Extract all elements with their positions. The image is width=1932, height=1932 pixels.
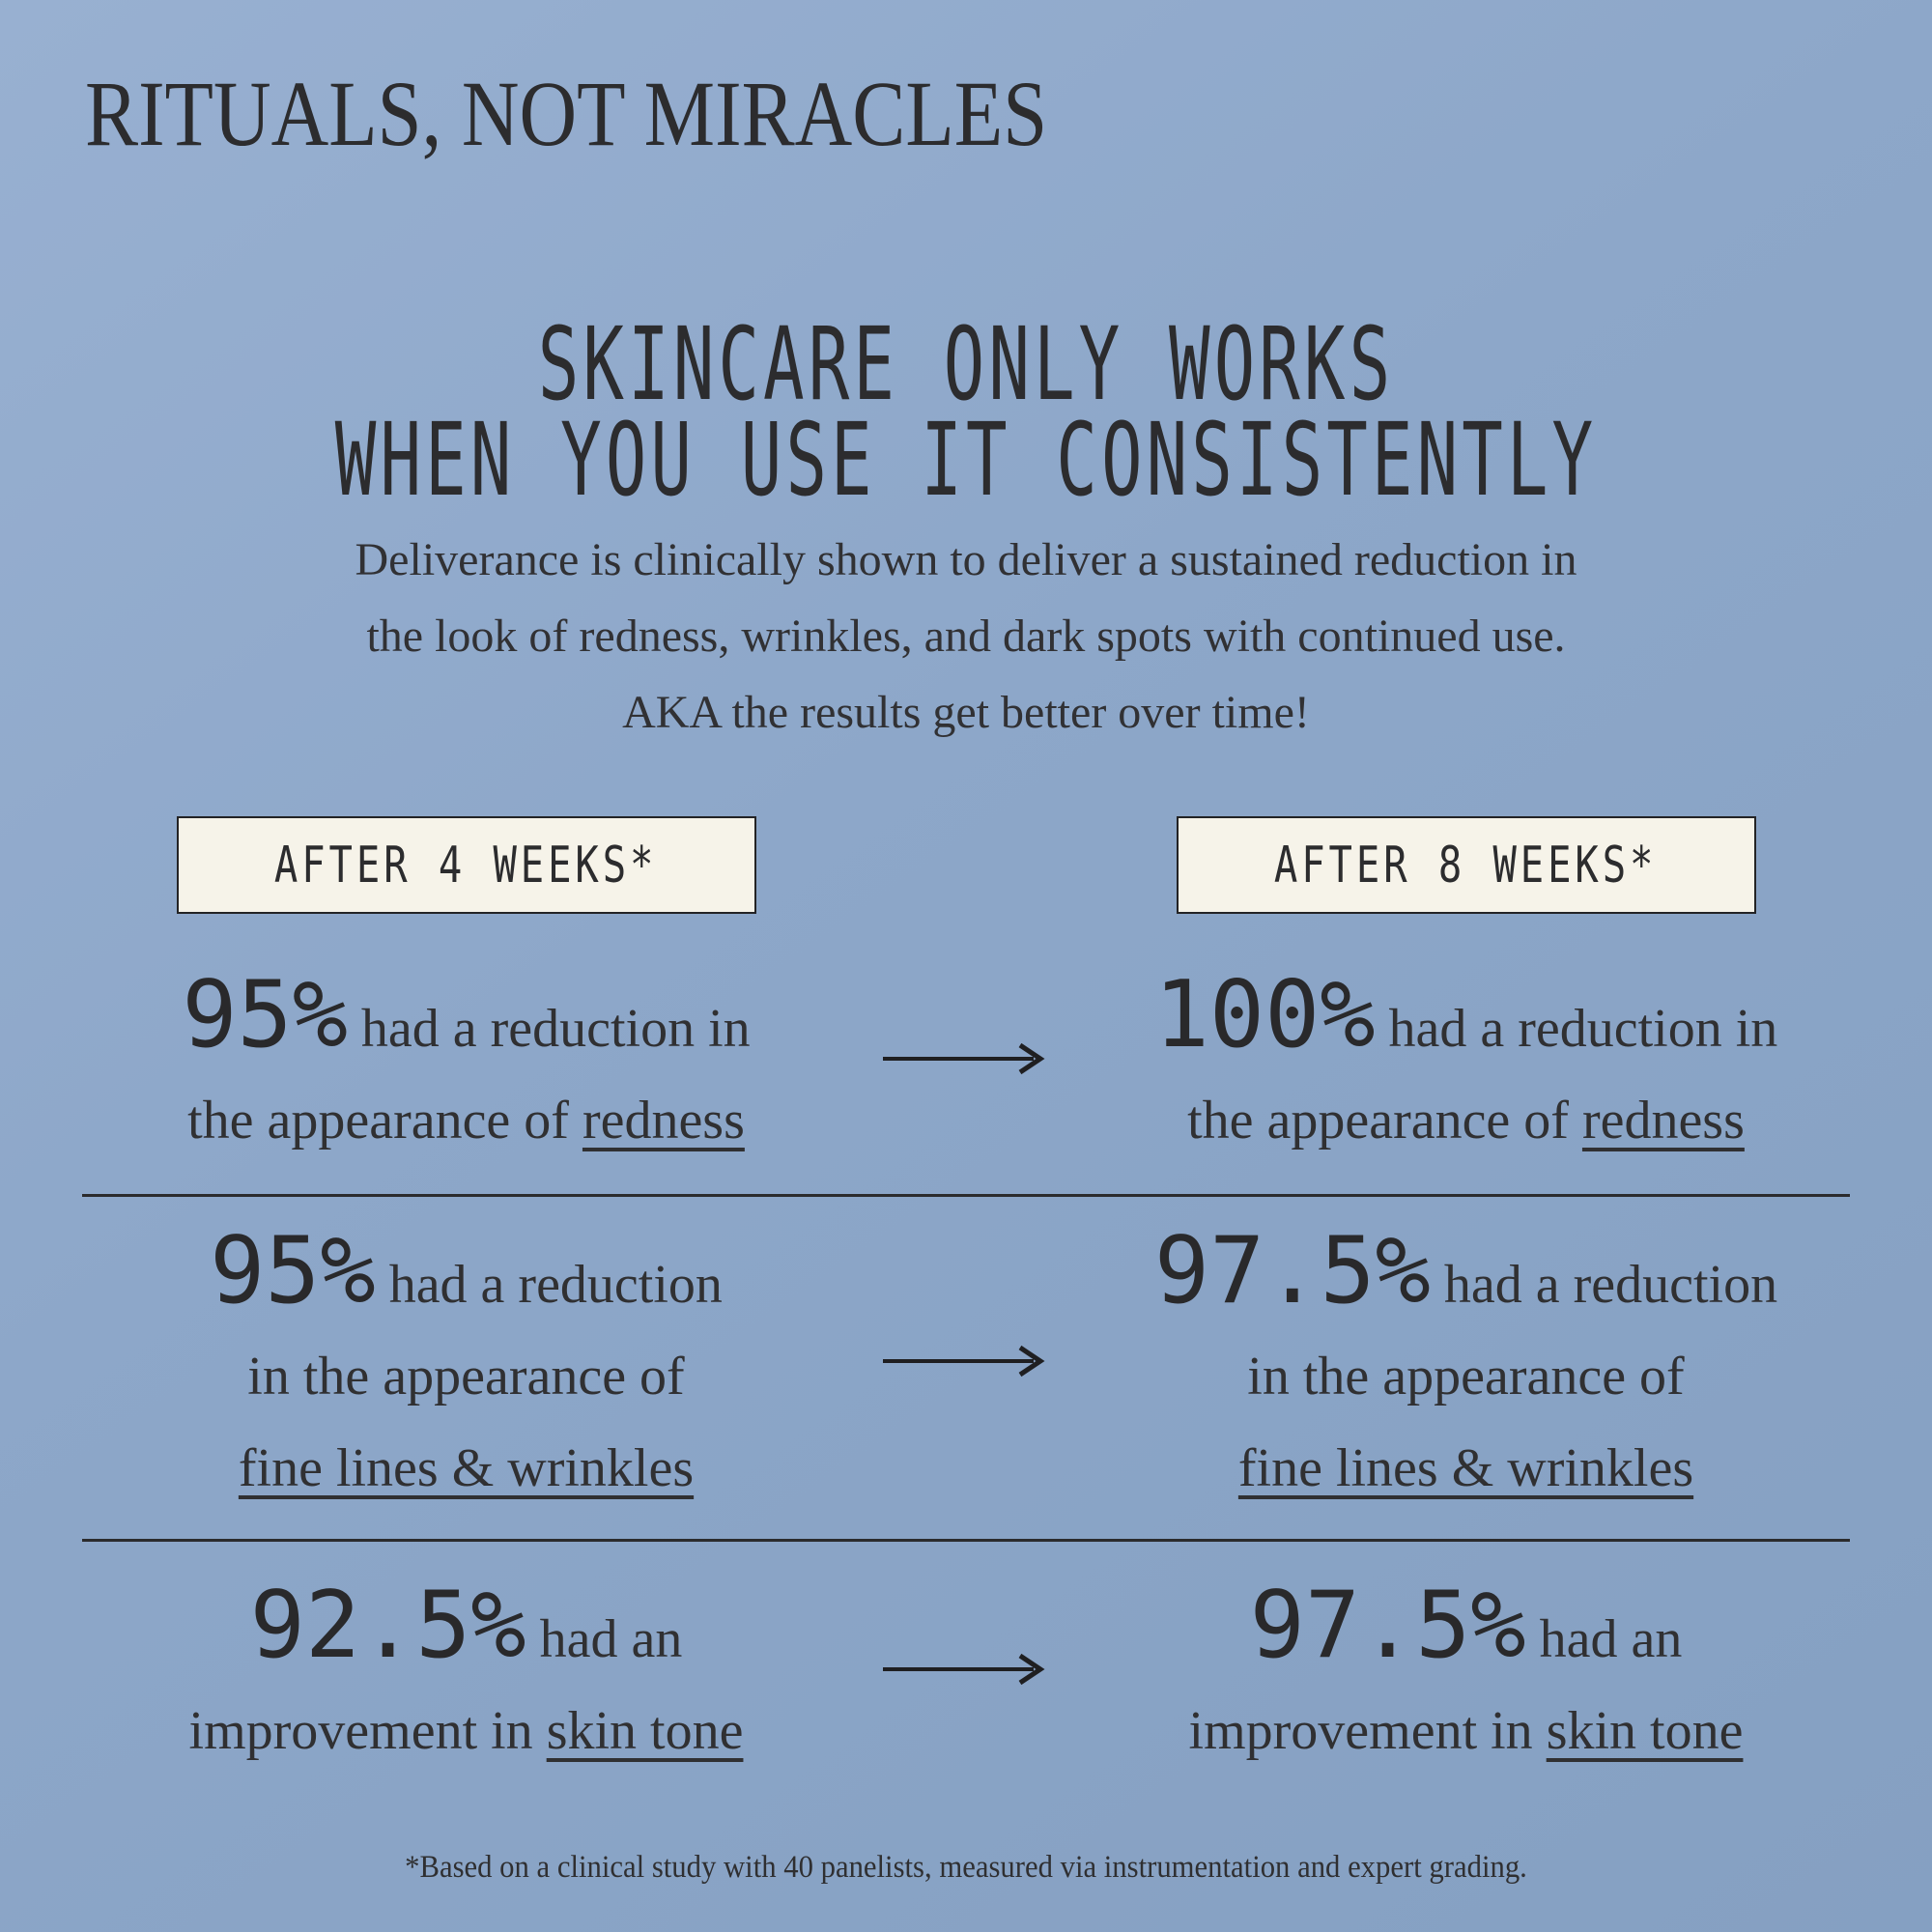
percent-value: 97.5% — [1249, 1572, 1526, 1679]
stat-line: 95% had a reduction — [82, 1225, 850, 1331]
percent-value: 100% — [1153, 962, 1376, 1068]
footnote: *Based on a clinical study with 40 panel… — [405, 1850, 1527, 1885]
badge-after-8-weeks: AFTER 8 WEEKS* — [1176, 816, 1756, 914]
underlined-term: skin tone — [546, 1701, 744, 1762]
arrow-cell — [850, 1654, 1082, 1700]
brand-title: RITUALS, NOT MIRACLES — [85, 62, 1048, 165]
underlined-term: fine lines & wrinkles — [1237, 1438, 1694, 1499]
stat-text: had a reduction — [1443, 1254, 1778, 1315]
stat-line: 95% had a reduction in — [82, 970, 850, 1075]
stat-text: had an — [1539, 1608, 1683, 1669]
underlined-term: fine lines & wrinkles — [238, 1438, 695, 1499]
badge-after-8-weeks-label: AFTER 8 WEEKS* — [1274, 836, 1658, 895]
stat-week8-redness: 100% had a reduction in the appearance o… — [1082, 970, 1850, 1167]
headline-line2: WHEN YOU USE IT CONSISTENTLY — [334, 400, 1598, 519]
stat-line: 97.5% had a reduction — [1082, 1225, 1850, 1331]
stat-line: 97.5% had an — [1082, 1579, 1850, 1686]
stats-section: AFTER 4 WEEKS* AFTER 8 WEEKS* 95% had a … — [82, 816, 1850, 1777]
underlined-term: redness — [582, 1091, 745, 1151]
stat-line: the appearance of redness — [82, 1075, 850, 1167]
headline: SKINCARE ONLY WORKS WHEN YOU USE IT CONS… — [309, 305, 1623, 519]
stat-line: fine lines & wrinkles — [82, 1423, 850, 1515]
stat-text: had a reduction in — [360, 999, 751, 1059]
percent-value: 95% — [182, 962, 348, 1068]
arrow-cell — [850, 1043, 1082, 1090]
stat-line: fine lines & wrinkles — [1082, 1423, 1850, 1515]
headline-line1: SKINCARE ONLY WORKS — [537, 305, 1395, 423]
stat-text: in the appearance of — [1247, 1347, 1685, 1407]
stat-week4-skin-tone: 92.5% had an improvement in skin tone — [82, 1579, 850, 1777]
divider-line — [82, 1194, 1850, 1197]
arrow-right-icon — [883, 1654, 1045, 1686]
stat-text: in the appearance of — [247, 1347, 685, 1407]
underlined-term: redness — [1581, 1091, 1745, 1151]
divider-line — [82, 1539, 1850, 1542]
stat-text: improvement in — [188, 1701, 533, 1762]
badge-after-4-weeks: AFTER 4 WEEKS* — [176, 816, 756, 914]
arrow-right-icon — [883, 1043, 1045, 1075]
stat-text: the appearance of — [1187, 1091, 1569, 1151]
intro-line2: the look of redness, wrinkles, and dark … — [366, 611, 1566, 663]
percent-value: 97.5% — [1153, 1217, 1431, 1324]
stat-text: had a reduction — [388, 1254, 723, 1315]
arrow-cell — [850, 1345, 1082, 1392]
stat-line: improvement in skin tone — [82, 1686, 850, 1777]
arrow-right-icon — [883, 1345, 1045, 1377]
stat-row-redness: 95% had a reduction in the appearance of… — [82, 914, 1850, 1194]
stat-row-fine-lines: 95% had a reduction in the appearance of… — [82, 1197, 1850, 1540]
stat-line: 100% had a reduction in — [1082, 970, 1850, 1075]
stat-line: 92.5% had an — [82, 1579, 850, 1686]
intro-line1: Deliverance is clinically shown to deliv… — [355, 534, 1577, 585]
stat-line: in the appearance of — [82, 1331, 850, 1423]
stat-text: had a reduction in — [1388, 999, 1778, 1059]
stat-week8-fine-lines: 97.5% had a reduction in the appearance … — [1082, 1225, 1850, 1516]
badge-after-4-weeks-label: AFTER 4 WEEKS* — [274, 836, 658, 895]
stat-line: the appearance of redness — [1082, 1075, 1850, 1167]
stat-row-skin-tone: 92.5% had an improvement in skin tone 97… — [82, 1542, 1850, 1777]
intro-paragraph: Deliverance is clinically shown to deliv… — [0, 522, 1932, 752]
intro-line3: AKA the results get better over time! — [622, 687, 1310, 739]
stat-text: improvement in — [1188, 1701, 1533, 1762]
stat-text: the appearance of — [187, 1091, 569, 1151]
stat-line: in the appearance of — [1082, 1331, 1850, 1423]
percent-value: 92.5% — [249, 1572, 526, 1679]
percent-value: 95% — [210, 1217, 376, 1324]
badges-row: AFTER 4 WEEKS* AFTER 8 WEEKS* — [82, 816, 1850, 914]
underlined-term: skin tone — [1546, 1701, 1744, 1762]
stat-line: improvement in skin tone — [1082, 1686, 1850, 1777]
stat-text: had an — [539, 1608, 683, 1669]
stat-week8-skin-tone: 97.5% had an improvement in skin tone — [1082, 1579, 1850, 1777]
stat-week4-redness: 95% had a reduction in the appearance of… — [82, 970, 850, 1167]
stat-week4-fine-lines: 95% had a reduction in the appearance of… — [82, 1225, 850, 1516]
